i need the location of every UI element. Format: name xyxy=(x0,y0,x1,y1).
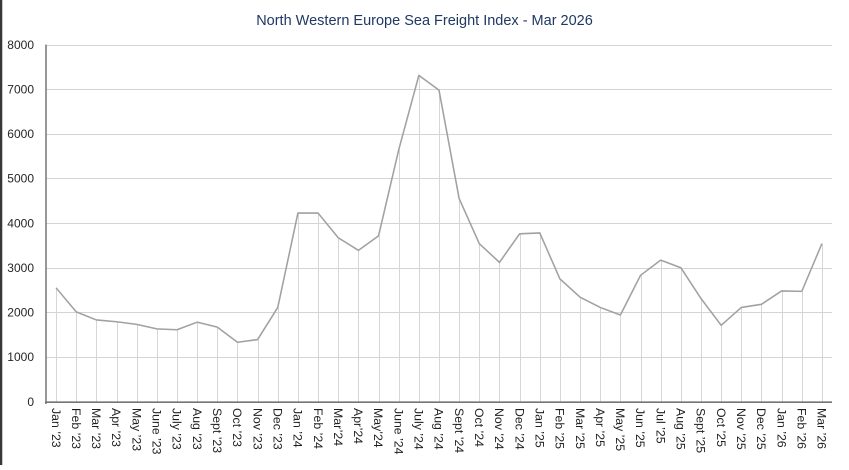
svg-text:Apr’24: Apr’24 xyxy=(351,408,365,444)
svg-text:Mar’24: Mar’24 xyxy=(331,408,345,446)
svg-text:Jan ’24: Jan ’24 xyxy=(291,408,305,448)
svg-text:Mar ’23: Mar ’23 xyxy=(89,408,103,449)
svg-text:Oct ’25: Oct ’25 xyxy=(714,408,728,447)
svg-text:8000: 8000 xyxy=(7,38,34,52)
svg-text:July ’24: July ’24 xyxy=(412,408,426,450)
svg-text:Nov ’23: Nov ’23 xyxy=(250,408,264,450)
svg-text:Apr ’23: Apr ’23 xyxy=(109,408,123,447)
svg-text:Dec ’23: Dec ’23 xyxy=(270,408,284,450)
svg-text:Aug ’24: Aug ’24 xyxy=(432,408,446,450)
svg-text:Nov ’24: Nov ’24 xyxy=(492,408,506,450)
svg-text:June ’23: June ’23 xyxy=(150,408,164,455)
svg-text:4000: 4000 xyxy=(7,216,34,230)
svg-text:July ’23: July ’23 xyxy=(170,408,184,450)
svg-text:Feb ’23: Feb ’23 xyxy=(69,408,83,449)
svg-text:North Western Europe Sea Freig: North Western Europe Sea Freight Index -… xyxy=(256,13,593,29)
svg-text:May’24: May’24 xyxy=(371,408,385,448)
svg-text:May ’25: May ’25 xyxy=(613,408,627,451)
svg-text:7000: 7000 xyxy=(7,82,34,96)
svg-text:Jun ’25: Jun ’25 xyxy=(633,408,647,448)
svg-text:Mar ’25: Mar ’25 xyxy=(573,408,587,449)
svg-text:Sept ’24: Sept ’24 xyxy=(452,408,466,453)
svg-text:Oct ’23: Oct ’23 xyxy=(230,408,244,447)
svg-text:Jan ’26: Jan ’26 xyxy=(774,408,788,448)
svg-text:Jul ’25: Jul ’25 xyxy=(653,408,667,444)
svg-text:1000: 1000 xyxy=(7,350,34,364)
svg-text:Nov ’25: Nov ’25 xyxy=(734,408,748,450)
svg-text:Sept ’25: Sept ’25 xyxy=(694,408,708,453)
svg-text:Mar ’26: Mar ’26 xyxy=(815,408,829,449)
svg-text:Feb ’25: Feb ’25 xyxy=(553,408,567,449)
svg-text:Jan ’23: Jan ’23 xyxy=(49,408,63,448)
svg-text:6000: 6000 xyxy=(7,127,34,141)
svg-text:Sept ’23: Sept ’23 xyxy=(210,408,224,453)
svg-text:Oct ’24: Oct ’24 xyxy=(472,408,486,447)
svg-text:Jan ’25: Jan ’25 xyxy=(532,408,546,448)
svg-text:Feb ’24: Feb ’24 xyxy=(311,408,325,449)
svg-text:Apr ’25: Apr ’25 xyxy=(593,408,607,447)
svg-text:3000: 3000 xyxy=(7,261,34,275)
svg-text:May ’23: May ’23 xyxy=(129,408,143,451)
svg-text:0: 0 xyxy=(27,395,34,409)
svg-text:Feb ’26: Feb ’26 xyxy=(794,408,808,449)
svg-text:Aug ’23: Aug ’23 xyxy=(190,408,204,450)
svg-text:Dec ’24: Dec ’24 xyxy=(512,408,526,450)
svg-text:June ’24: June ’24 xyxy=(391,408,405,455)
svg-text:5000: 5000 xyxy=(7,172,34,186)
svg-text:Aug ’25: Aug ’25 xyxy=(674,408,688,450)
svg-text:Dec ’25: Dec ’25 xyxy=(754,408,768,450)
svg-text:2000: 2000 xyxy=(7,306,34,320)
